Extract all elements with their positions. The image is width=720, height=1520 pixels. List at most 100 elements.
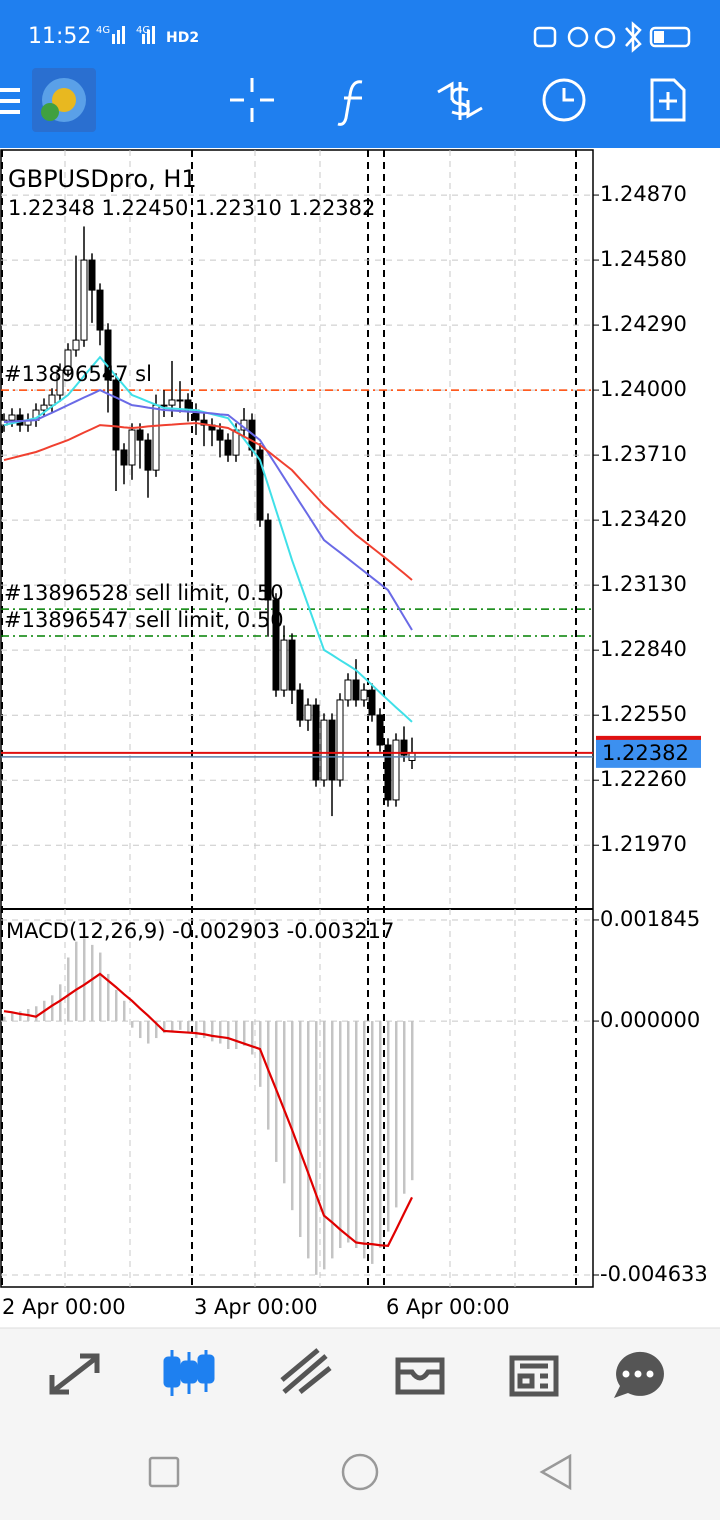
histogram-bar xyxy=(243,1021,246,1046)
y-tick-label: 1.23710 xyxy=(600,442,687,466)
histogram-bar xyxy=(355,1021,358,1248)
y-tick-label: -0.004633 xyxy=(600,1262,708,1286)
candle-body xyxy=(48,394,56,406)
menu-button[interactable] xyxy=(0,88,20,114)
candle-body xyxy=(376,714,384,746)
candle-body xyxy=(112,379,120,451)
histogram-bar xyxy=(3,1016,6,1022)
y-tick-label: 1.24000 xyxy=(600,377,687,401)
signal-icons xyxy=(112,26,155,44)
y-tick-label: 1.21970 xyxy=(600,832,687,856)
candle-body xyxy=(280,639,288,691)
candle-body xyxy=(272,599,280,691)
candle-body xyxy=(400,739,408,756)
histogram-bar xyxy=(107,973,110,1022)
histogram-bar xyxy=(179,1021,182,1030)
order-label: #13896528 sell limit, 0.50 xyxy=(4,581,284,605)
histogram-bar xyxy=(147,1021,150,1044)
histogram-bar xyxy=(75,941,78,1022)
ohlc-values: 1.22348 1.22450 1.22310 1.22382 xyxy=(8,196,375,220)
histogram-bar xyxy=(411,1021,414,1181)
hd-indicator: HD2 xyxy=(166,30,199,46)
grid xyxy=(1,150,593,1287)
y-tick-label: 0.000000 xyxy=(600,1008,700,1032)
app-logo[interactable] xyxy=(32,68,96,132)
histogram-bar xyxy=(171,1021,174,1031)
x-tick-label: 3 Apr 00:00 xyxy=(194,1295,318,1319)
histogram-bar xyxy=(291,1021,294,1211)
histogram-bar xyxy=(347,1021,350,1243)
y-tick-label: 1.22260 xyxy=(600,767,687,791)
histogram-bar xyxy=(403,1021,406,1194)
histogram-bar xyxy=(83,938,86,1022)
candle-body xyxy=(304,704,312,721)
histogram-bar xyxy=(203,1021,206,1039)
candle-body xyxy=(160,404,168,407)
histogram-bar xyxy=(315,1021,318,1275)
macd-title: MACD(12,26,9) -0.002903 -0.003217 xyxy=(6,919,394,943)
histogram-bar xyxy=(211,1021,214,1042)
candle-body xyxy=(352,679,360,701)
candle-body xyxy=(104,329,112,381)
histogram-bar xyxy=(51,995,54,1022)
nav-icons[interactable] xyxy=(49,1348,559,1397)
nav-quotes-active[interactable] xyxy=(163,1350,215,1396)
symbol-title: GBPUSDpro, H1 xyxy=(8,165,197,193)
candle-body xyxy=(152,404,160,471)
histogram-bar xyxy=(91,944,94,1022)
candle-body xyxy=(256,449,264,521)
candle-body xyxy=(360,689,368,701)
current-price-box xyxy=(596,737,701,768)
candle-body xyxy=(56,369,64,396)
histogram-bar xyxy=(379,1021,382,1248)
candle-body xyxy=(336,699,344,781)
candle-body xyxy=(312,704,320,781)
y-tick-label: 1.22550 xyxy=(600,702,687,726)
system-nav[interactable] xyxy=(148,1453,572,1491)
histogram-bar xyxy=(195,1021,198,1039)
candle-body xyxy=(168,399,176,406)
y-tick-label: 1.24580 xyxy=(600,247,687,271)
histogram-bar xyxy=(155,1021,158,1039)
candle-body xyxy=(176,399,184,402)
histogram-bar xyxy=(139,1021,142,1039)
histogram-bar xyxy=(395,1021,398,1208)
candle-body xyxy=(288,639,296,691)
nav-chat[interactable] xyxy=(614,1351,664,1398)
candle-body xyxy=(72,339,80,351)
candle-body xyxy=(136,429,144,441)
candle-body xyxy=(40,404,48,411)
moving-average xyxy=(3,389,413,631)
histogram-bar xyxy=(387,1021,390,1232)
histogram-bar xyxy=(11,1013,14,1022)
histogram-bar xyxy=(35,1006,38,1022)
candle-body xyxy=(224,439,232,456)
y-tick-label: 1.23130 xyxy=(600,572,687,596)
histogram-bar xyxy=(299,1021,302,1238)
histogram-bar xyxy=(123,1000,126,1022)
histogram-bar xyxy=(259,1021,262,1087)
candle-body xyxy=(320,719,328,781)
candle-body xyxy=(144,439,152,471)
candle-body xyxy=(264,519,272,601)
candle-body xyxy=(120,449,128,466)
candle-body xyxy=(296,689,304,721)
candle-body xyxy=(8,414,16,421)
candle-body xyxy=(96,289,104,331)
status-icons xyxy=(533,21,691,53)
candle-body xyxy=(368,689,376,716)
histogram-bar xyxy=(163,1021,166,1034)
histogram-bar xyxy=(339,1021,342,1248)
y-tick-label: 1.24290 xyxy=(600,312,687,336)
candle-body xyxy=(328,719,336,781)
y-tick-label: 1.22840 xyxy=(600,637,687,661)
x-tick-label: 6 Apr 00:00 xyxy=(386,1295,510,1319)
toolbar-icons[interactable] xyxy=(230,78,686,126)
candle-body xyxy=(128,429,136,466)
histogram-bar xyxy=(219,1021,222,1044)
network-type: 4G xyxy=(136,25,150,36)
y-tick-label: 1.23420 xyxy=(600,507,687,531)
plot xyxy=(0,194,599,1276)
